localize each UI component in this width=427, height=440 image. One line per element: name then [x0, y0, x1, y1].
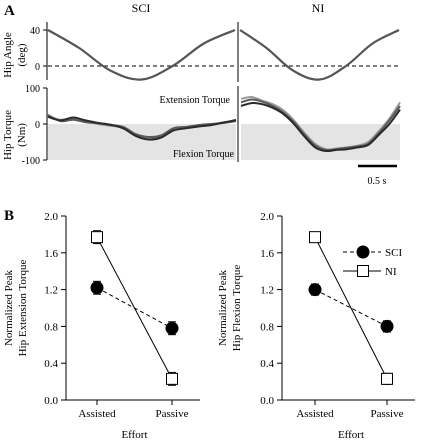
ni-data-point [309, 231, 321, 244]
x-tick-label: Assisted [78, 408, 116, 420]
angle-ylabel-line2: (deg) [16, 43, 28, 67]
y-axis-label-line1: Normalized Peak [217, 269, 229, 346]
angle-y-tick-label: 0 [35, 62, 40, 73]
y-axis-label-line2: Hip Flexion Torque [231, 265, 243, 352]
torque-ylabel-line1: Hip Torque [2, 110, 14, 160]
y-tick-label: 0.0 [44, 395, 58, 407]
x-tick-label: Passive [371, 408, 404, 420]
y-tick-label: 0.4 [44, 358, 58, 370]
hip-angle-trace [47, 28, 236, 81]
y-tick-label: 2.0 [260, 211, 274, 223]
sci-data-point [90, 281, 104, 295]
legend-ni-label: NI [385, 266, 397, 278]
sci-data-point [308, 283, 322, 297]
x-axis-label: Effort [338, 429, 364, 440]
hip-torque-trace [47, 115, 237, 141]
torque-ylabel-line2: (Nm) [16, 123, 28, 147]
flexion-region-shading [241, 124, 400, 160]
legend-ni-marker [357, 265, 369, 277]
x-axis-label: Effort [121, 429, 147, 440]
time-scale-label: 0.5 s [368, 176, 387, 187]
hip-torque-plots: 100 0 -100 [22, 84, 401, 167]
legend-sci-marker [356, 245, 370, 259]
panel-b-label: B [4, 208, 14, 224]
y-tick-label: 2.0 [44, 211, 58, 223]
hip-angle-plots: 40 0 [30, 22, 400, 82]
angle-ylabel-line1: Hip Angle [2, 32, 14, 78]
y-tick-label: 0.4 [260, 358, 274, 370]
y-axis-label-line2: Hip Extension Torque [17, 259, 29, 356]
legend-sci-label: SCI [385, 247, 402, 259]
sci-data-point [380, 319, 394, 333]
ni-data-point [381, 372, 393, 385]
hip-torque-trace [240, 102, 401, 153]
sci-data-point [165, 321, 179, 335]
extension-torque-label: Extension Torque [160, 95, 231, 106]
y-tick-label: 0.0 [260, 395, 274, 407]
x-tick-label: Passive [156, 408, 189, 420]
angle-y-tick-label: 40 [30, 26, 40, 37]
ni-data-point [91, 231, 103, 244]
panel-a-label: A [4, 3, 15, 19]
panel-a: A SCI NI Hip Angle (deg) Hip Torque (Nm)… [2, 1, 401, 187]
ni-series-line [96, 236, 173, 380]
panel-b-left-plot: 0.0 0.4 0.8 1.2 1.6 2.0 Assisted Passive Effort N… [3, 211, 200, 440]
torque-y-tick-label: -100 [22, 156, 40, 167]
hip-angle-trace [239, 29, 400, 81]
x-tick-label: Assisted [296, 408, 334, 420]
panel-b-right-plot: 0.0 0.4 0.8 1.2 1.6 2.0 Assisted Passive Effort N… [217, 211, 415, 440]
y-tick-label: 1.2 [44, 285, 58, 297]
y-tick-label: 0.8 [260, 321, 274, 333]
flexion-torque-label: Flexion Torque [173, 149, 235, 160]
y-tick-label: 1.6 [44, 248, 58, 260]
flexion-region-shading [48, 124, 236, 160]
column-label-ni: NI [312, 1, 325, 15]
ni-data-point [166, 372, 178, 385]
torque-y-tick-label: 0 [35, 120, 40, 131]
y-axis-label-line1: Normalized Peak [3, 269, 15, 346]
y-tick-label: 1.2 [260, 285, 274, 297]
y-tick-label: 1.6 [260, 248, 274, 260]
hip-torque-trace [240, 95, 401, 151]
torque-y-tick-label: 100 [25, 84, 40, 95]
panel-b: B 0.0 0.4 0.8 1.2 1.6 2.0 Assisted Passive Effor… [3, 208, 415, 440]
hip-torque-trace [47, 114, 237, 139]
column-label-sci: SCI [132, 1, 151, 15]
ni-series-line [314, 236, 388, 380]
y-tick-label: 0.8 [44, 321, 58, 333]
